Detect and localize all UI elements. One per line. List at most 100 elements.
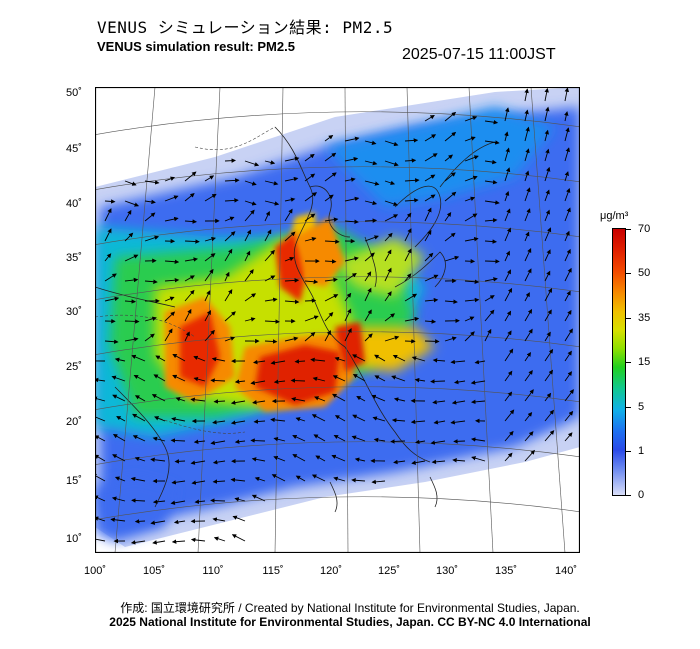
wind-arrow xyxy=(333,434,346,442)
wind-arrow xyxy=(332,393,346,402)
wind-arrow xyxy=(504,310,512,322)
wind-arrow xyxy=(311,474,326,482)
lat-label-10: 10˚ xyxy=(66,533,82,545)
map-title-english: VENUS simulation result: PM2.5 xyxy=(97,39,295,54)
wind-arrow xyxy=(364,200,378,206)
wind-arrow xyxy=(244,229,251,242)
wind-arrow xyxy=(114,476,126,482)
wind-arrow xyxy=(384,291,392,302)
lon-label-120: 120˚ xyxy=(319,565,343,577)
wind-arrow xyxy=(204,236,216,242)
wind-arrow xyxy=(104,228,112,242)
wind-arrow xyxy=(304,279,319,285)
lon-label-110: 110˚ xyxy=(202,565,224,577)
wind-arrow xyxy=(234,439,246,444)
wind-arrow xyxy=(124,180,137,186)
map-title-japanese: VENUS シミュレーション結果: PM2.5 xyxy=(97,18,394,37)
wind-arrow xyxy=(344,327,352,342)
wind-arrow xyxy=(164,176,176,182)
wind-arrow xyxy=(184,289,195,302)
wind-arrow xyxy=(404,212,412,222)
wind-arrow xyxy=(392,354,406,362)
wind-arrow xyxy=(114,357,126,362)
wind-arrow xyxy=(224,271,230,282)
wind-arrow xyxy=(230,477,246,483)
wind-arrow xyxy=(95,435,106,442)
wind-arrow xyxy=(384,180,396,186)
wind-arrow xyxy=(544,189,550,202)
wind-arrow xyxy=(171,480,186,485)
wind-arrow xyxy=(230,400,246,405)
wind-arrow xyxy=(344,219,359,225)
lat-label-25: 25˚ xyxy=(66,361,82,373)
wind-arrow xyxy=(504,269,511,282)
wind-arrow xyxy=(393,459,406,465)
wind-arrow xyxy=(164,328,173,342)
wind-arrow xyxy=(174,459,186,464)
wind-arrow xyxy=(273,436,286,442)
wind-arrow xyxy=(212,459,226,465)
wind-arrow xyxy=(424,194,436,202)
wind-arrow xyxy=(244,160,260,167)
wind-arrow xyxy=(444,211,452,222)
wind-arrow xyxy=(224,289,233,302)
wind-arrow xyxy=(184,171,197,182)
colorbar-tick xyxy=(626,362,631,363)
wind-arrow xyxy=(210,440,226,445)
wind-arrow xyxy=(451,400,466,405)
wind-arrow xyxy=(271,474,286,482)
wind-arrow xyxy=(244,317,256,322)
wind-arrow xyxy=(313,434,326,442)
wind-arrow xyxy=(344,196,360,202)
wind-arrow xyxy=(484,295,495,302)
wind-arrow xyxy=(144,316,157,322)
wind-arrow xyxy=(444,232,456,242)
wind-arrow xyxy=(464,236,479,242)
wind-arrow xyxy=(284,278,300,283)
wind-arrow xyxy=(311,414,326,422)
wind-arrow xyxy=(424,274,439,282)
wind-arrow xyxy=(292,454,306,462)
wind-arrow xyxy=(190,537,206,543)
wind-arrow xyxy=(264,180,279,186)
wind-arrow xyxy=(134,519,146,524)
wind-arrow xyxy=(124,337,139,342)
wind-arrow xyxy=(324,312,334,322)
colorbar-tick xyxy=(626,273,631,274)
wind-arrow xyxy=(484,119,499,125)
lat-label-15: 15˚ xyxy=(66,475,82,487)
wind-vectors xyxy=(95,87,574,545)
wind-arrow xyxy=(404,138,419,143)
wind-arrow xyxy=(524,148,530,162)
wind-arrow xyxy=(111,496,126,502)
wind-arrow xyxy=(104,253,112,262)
wind-arrow xyxy=(284,231,296,242)
wind-arrow xyxy=(213,399,226,404)
wind-arrow xyxy=(264,229,272,242)
wind-arrow xyxy=(172,374,186,382)
wind-arrow xyxy=(564,432,573,442)
wind-arrow xyxy=(104,273,117,282)
wind-arrow xyxy=(250,438,266,443)
wind-arrow xyxy=(504,131,509,142)
wind-arrow xyxy=(404,273,412,282)
wind-arrow xyxy=(273,455,286,462)
wind-arrow xyxy=(112,454,126,462)
wind-arrow xyxy=(291,397,306,402)
wind-arrow xyxy=(224,198,239,203)
wind-arrow xyxy=(155,355,166,362)
wind-arrow xyxy=(424,297,439,303)
wind-arrow xyxy=(190,460,206,465)
wind-arrow xyxy=(211,357,226,362)
wind-arrow xyxy=(270,360,286,365)
wind-arrow xyxy=(184,331,190,342)
colorbar-label-5: 5 xyxy=(638,401,645,413)
wind-arrow xyxy=(430,440,446,445)
wind-arrow xyxy=(210,498,226,503)
wind-arrow xyxy=(204,310,211,322)
wind-arrow xyxy=(364,271,372,282)
wind-arrow xyxy=(404,198,419,203)
wind-arrow xyxy=(453,439,466,444)
wind-arrow xyxy=(250,380,266,385)
wind-arrow xyxy=(112,394,126,402)
